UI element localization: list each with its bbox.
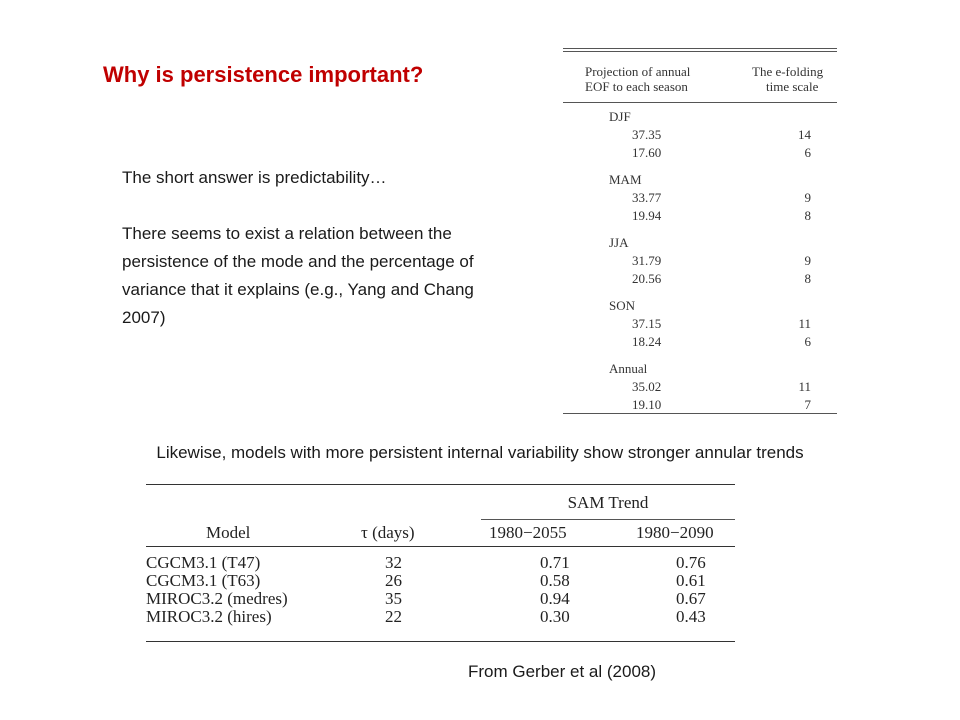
body-line-short-answer: The short answer is predictability… — [122, 168, 387, 187]
column-header-model: Model — [206, 523, 251, 542]
cell-efolding: 14 — [798, 127, 811, 142]
table-row: 37.35 14 — [563, 126, 837, 144]
season-label: SON — [609, 298, 636, 313]
cell-efolding: 9 — [804, 253, 812, 268]
header-line: The e-folding — [752, 64, 824, 79]
season-label: JJA — [609, 235, 629, 250]
column-group-sam-trend: SAM Trend — [567, 493, 649, 512]
cell-model: CGCM3.1 (T47) — [146, 553, 261, 572]
season-label: DJF — [609, 109, 631, 124]
eof-projection-table: Projection of annual EOF to each season … — [563, 48, 837, 414]
season-label: MAM — [609, 172, 642, 187]
header-line: EOF to each season — [585, 79, 688, 94]
table-row: MIROC3.2 (medres) 35 0.94 0.67 — [146, 590, 735, 608]
table-row: 31.79 9 — [563, 252, 837, 270]
table-rule — [563, 102, 837, 103]
cell-model: MIROC3.2 (hires) — [146, 607, 272, 626]
column-header-1980-2090: 1980−2090 — [636, 523, 714, 542]
cell-projection: 19.94 — [632, 208, 662, 223]
table-rule — [146, 546, 735, 547]
sam-trend-table: SAM Trend Model τ (days) 1980−2055 1980−… — [146, 484, 735, 642]
season-label: Annual — [609, 361, 648, 376]
table-body: CGCM3.1 (T47) 32 0.71 0.76 CGCM3.1 (T63) 26 0… — [146, 554, 735, 626]
likewise-statement: Likewise, models with more persistent in… — [156, 443, 804, 462]
cell-trend-2055: 0.71 — [540, 553, 570, 572]
cell-trend-2090: 0.61 — [676, 571, 706, 590]
cell-model: CGCM3.1 (T63) — [146, 571, 261, 590]
cell-efolding: 8 — [804, 271, 812, 286]
column-header-tau: τ (days) — [361, 523, 415, 542]
header-line: time scale — [766, 79, 819, 94]
table-row: 20.56 8 — [563, 270, 837, 288]
cell-trend-2055: 0.30 — [540, 607, 570, 626]
table-rule — [481, 519, 735, 520]
column-header-efolding: The e-folding time scale — [752, 64, 823, 94]
cell-efolding: 11 — [798, 379, 811, 394]
table-rule — [563, 51, 837, 52]
season-group: SON 37.15 11 18.24 6 — [563, 297, 837, 351]
table-row: 35.02 11 — [563, 378, 837, 396]
table-row: CGCM3.1 (T47) 32 0.71 0.76 — [146, 554, 735, 572]
table-row: 37.15 11 — [563, 315, 837, 333]
cell-trend-2090: 0.43 — [676, 607, 706, 626]
table-row: 17.60 6 — [563, 144, 837, 162]
header-line: Projection of annual — [585, 64, 691, 79]
table-rule — [563, 413, 837, 414]
slide-title: Why is persistence important? — [103, 62, 424, 87]
table-rule — [146, 484, 735, 485]
cell-trend-2090: 0.76 — [676, 553, 706, 572]
cell-projection: 37.15 — [632, 316, 662, 331]
column-header-1980-2055: 1980−2055 — [489, 523, 567, 542]
season-group: MAM 33.77 9 19.94 8 — [563, 171, 837, 225]
column-header-projection: Projection of annual EOF to each season — [585, 64, 690, 94]
season-group: Annual 35.02 11 19.10 7 — [563, 360, 837, 414]
cell-projection: 19.10 — [632, 397, 662, 412]
table-row: 19.10 7 — [563, 396, 837, 414]
cell-projection: 35.02 — [632, 379, 662, 394]
table-row: 19.94 8 — [563, 207, 837, 225]
table-row: 33.77 9 — [563, 189, 837, 207]
cell-efolding: 7 — [804, 397, 812, 412]
cell-trend-2055: 0.94 — [540, 589, 570, 608]
table-row: 18.24 6 — [563, 333, 837, 351]
cell-model: MIROC3.2 (medres) — [146, 589, 288, 608]
cell-trend-2090: 0.67 — [676, 589, 706, 608]
cell-projection: 18.24 — [632, 334, 662, 349]
table-row: CGCM3.1 (T63) 26 0.58 0.61 — [146, 572, 735, 590]
table-row: MIROC3.2 (hires) 22 0.30 0.43 — [146, 608, 735, 626]
source-citation: From Gerber et al (2008) — [468, 662, 657, 681]
cell-projection: 37.35 — [632, 127, 662, 142]
body-paragraph-relation: There seems to exist a relation between … — [122, 224, 474, 327]
cell-trend-2055: 0.58 — [540, 571, 570, 590]
cell-tau: 32 — [385, 553, 402, 572]
cell-tau: 26 — [385, 571, 402, 590]
body-text: The short answer is predictability… Ther… — [122, 164, 502, 332]
cell-efolding: 9 — [804, 190, 812, 205]
table-rule — [146, 641, 735, 642]
table-rule — [563, 48, 837, 49]
cell-efolding: 6 — [804, 334, 812, 349]
cell-tau: 35 — [385, 589, 402, 608]
cell-projection: 17.60 — [632, 145, 662, 160]
cell-tau: 22 — [385, 607, 402, 626]
cell-efolding: 11 — [798, 316, 811, 331]
cell-projection: 20.56 — [632, 271, 662, 286]
cell-projection: 31.79 — [632, 253, 662, 268]
season-group: JJA 31.79 9 20.56 8 — [563, 234, 837, 288]
table-body: DJF 37.35 14 17.60 6 MAM 33.77 9 19.94 8 JJA… — [563, 108, 837, 423]
cell-efolding: 6 — [804, 145, 812, 160]
cell-projection: 33.77 — [632, 190, 662, 205]
cell-efolding: 8 — [804, 208, 812, 223]
season-group: DJF 37.35 14 17.60 6 — [563, 108, 837, 162]
